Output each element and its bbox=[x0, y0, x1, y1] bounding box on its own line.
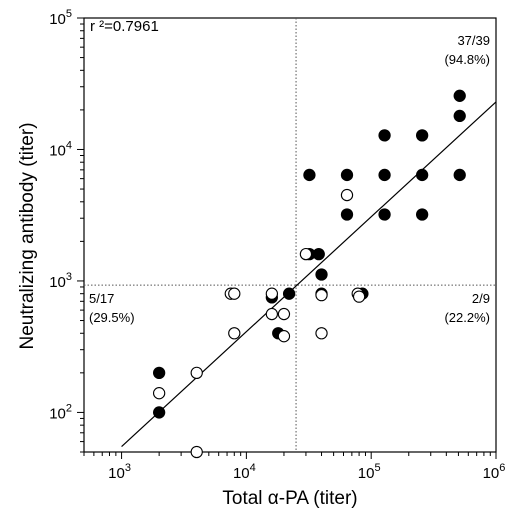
data-point-filled bbox=[453, 89, 466, 102]
x-tick-label: 105 bbox=[358, 462, 381, 482]
data-point-filled bbox=[282, 287, 296, 300]
annotation-left-count: 5/17 bbox=[89, 291, 114, 306]
data-point-filled bbox=[453, 168, 466, 182]
data-point-filled bbox=[415, 208, 429, 221]
data-point-open bbox=[190, 366, 203, 379]
x-tick-label: 103 bbox=[108, 462, 131, 482]
y-tick-label: 102 bbox=[49, 402, 72, 422]
x-tick-label: 104 bbox=[233, 462, 256, 482]
plot-frame bbox=[83, 17, 497, 453]
data-point-open bbox=[352, 290, 366, 303]
axis-ticks: 103 104 105 106 102 103 104 105 bbox=[49, 8, 505, 482]
data-point-filled bbox=[152, 406, 166, 419]
annotation-right-percent: (22.2%) bbox=[444, 310, 490, 325]
data-point-open bbox=[152, 387, 166, 400]
y-tick-label: 103 bbox=[49, 271, 72, 291]
y-axis-label: Neutralizing antibody (titer) bbox=[17, 122, 38, 349]
data-points bbox=[152, 89, 466, 459]
data-point-filled bbox=[453, 109, 466, 123]
annotation-right-count: 2/9 bbox=[472, 291, 490, 306]
data-point-filled bbox=[315, 268, 328, 281]
annotation-top-right-percent: (94.8%) bbox=[444, 52, 490, 67]
data-point-open bbox=[277, 330, 291, 343]
regression-line-group bbox=[121, 101, 497, 447]
x-tick-label: 106 bbox=[483, 462, 506, 482]
data-point-filled bbox=[415, 168, 429, 182]
annotation-left-percent: (29.5%) bbox=[89, 310, 135, 325]
data-point-open bbox=[228, 287, 241, 300]
data-point-open bbox=[315, 288, 328, 302]
data-point-open bbox=[265, 307, 279, 321]
data-point-filled bbox=[378, 208, 391, 221]
data-point-open bbox=[190, 445, 203, 459]
data-point-open bbox=[277, 307, 291, 321]
x-axis-label: Total α-PA (titer) bbox=[222, 488, 357, 509]
data-point-open bbox=[299, 247, 313, 261]
data-point-filled bbox=[378, 168, 391, 182]
data-point-filled bbox=[312, 247, 325, 261]
data-point-filled bbox=[152, 366, 166, 379]
data-point-open bbox=[265, 287, 279, 300]
threshold-lines bbox=[84, 18, 496, 452]
data-point-filled bbox=[415, 129, 429, 142]
r-squared-label: r ²=0.7961 bbox=[90, 18, 159, 35]
data-point-filled bbox=[340, 208, 354, 221]
annotation-top-right-count: 37/39 bbox=[457, 33, 490, 48]
data-point-filled bbox=[303, 168, 316, 182]
data-point-filled bbox=[378, 129, 391, 142]
data-point-open bbox=[340, 188, 354, 202]
regression-line bbox=[121, 101, 497, 447]
data-point-filled bbox=[340, 168, 354, 182]
data-point-open bbox=[228, 327, 241, 340]
y-tick-label: 104 bbox=[49, 139, 72, 159]
data-point-open bbox=[315, 327, 328, 340]
y-tick-label: 105 bbox=[49, 8, 72, 28]
